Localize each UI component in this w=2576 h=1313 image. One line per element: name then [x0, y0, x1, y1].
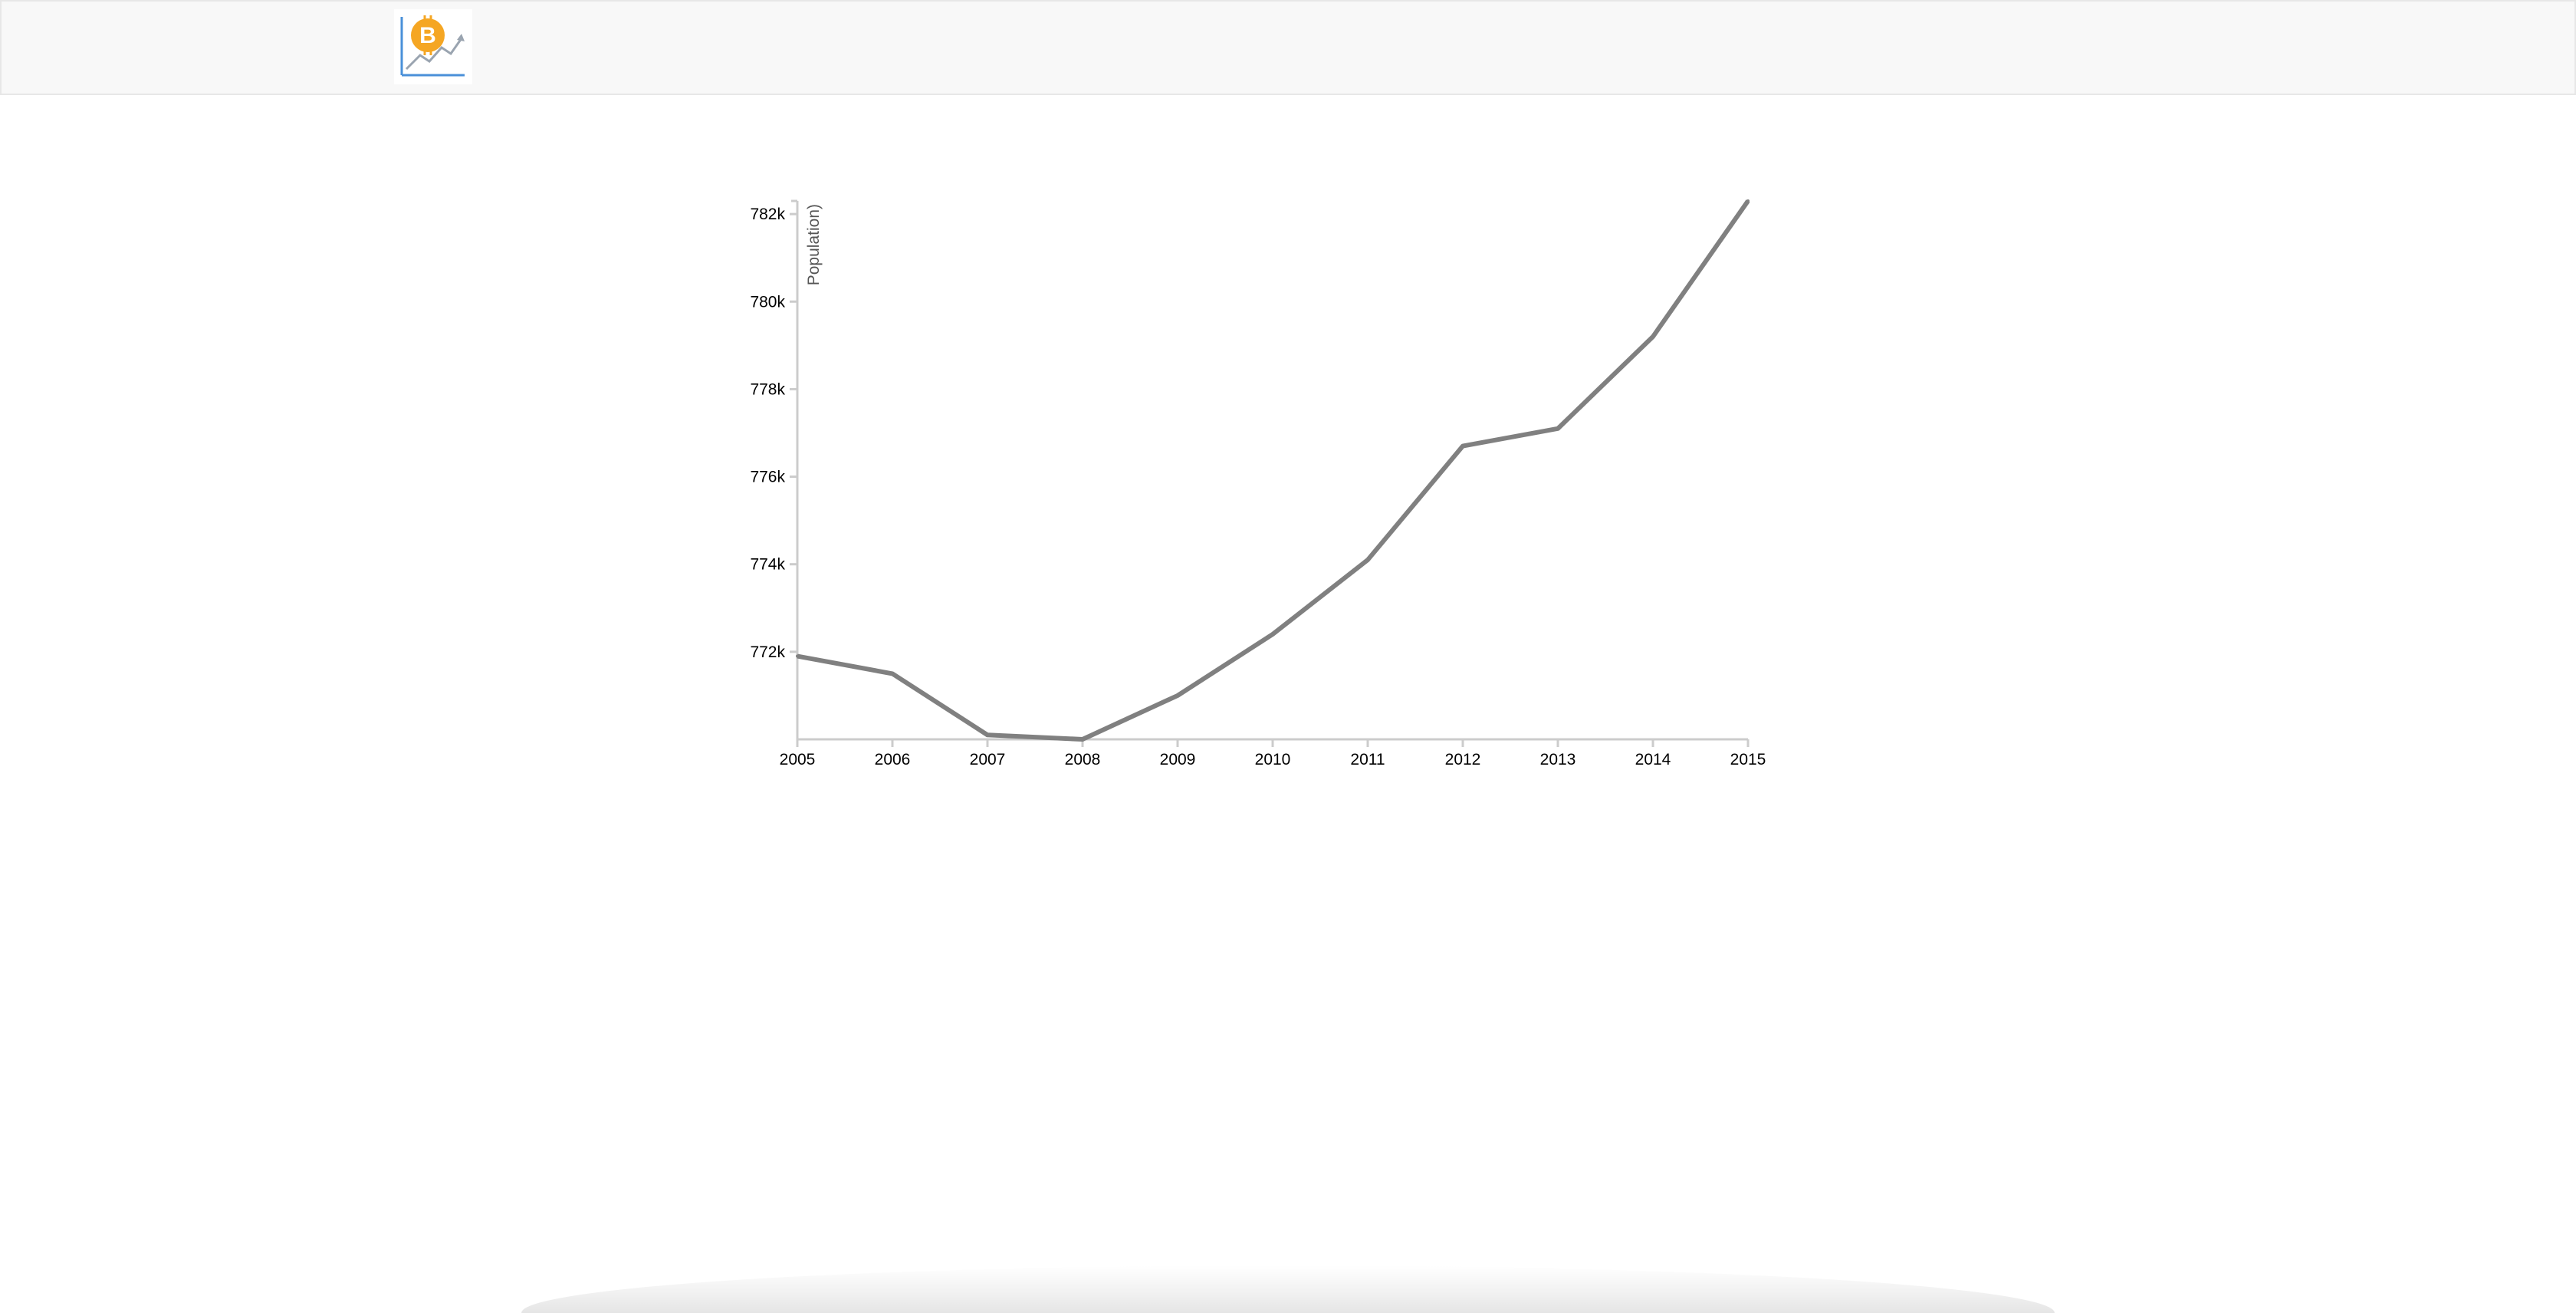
data-point — [1746, 199, 1750, 202]
data-point — [1081, 738, 1084, 741]
data-point — [986, 733, 989, 737]
x-tick-label: 2009 — [1160, 751, 1196, 768]
navbar: B — [0, 0, 2576, 95]
y-tick-label: 778k — [750, 380, 785, 398]
svg-text:B: B — [419, 23, 436, 48]
bitcoin-chart-icon: B — [400, 15, 465, 77]
data-point — [1651, 334, 1654, 338]
series-line — [797, 199, 1750, 742]
x-tick-label: 2015 — [1730, 751, 1766, 768]
x-tick-label: 2005 — [780, 751, 816, 768]
y-tick-label: 774k — [750, 556, 785, 574]
data-point — [1176, 693, 1179, 697]
y-axis: 772k 774k 776k 778k 780k 782k — [750, 199, 799, 739]
x-tick-label: 2013 — [1540, 751, 1576, 768]
data-point — [1461, 444, 1464, 448]
x-tick-label: 2012 — [1445, 751, 1481, 768]
x-tick-label: 2008 — [1065, 751, 1101, 768]
y-axis-title: Population) — [805, 204, 823, 285]
x-tick-label: 2014 — [1635, 751, 1671, 768]
y-tick-label: 776k — [750, 469, 785, 486]
series-group — [796, 199, 1750, 742]
y-tick-label: 780k — [750, 293, 785, 311]
x-tick-label: 2010 — [1255, 751, 1291, 768]
x-axis: 2005 2006 2007 2008 2009 2010 2011 2012 2013 2014… — [780, 738, 1766, 768]
x-tick-label: 2011 — [1350, 751, 1385, 768]
y-tick-label: 772k — [750, 643, 785, 661]
y-tick-label: 782k — [750, 206, 785, 223]
data-point — [1556, 426, 1559, 430]
data-point — [796, 654, 799, 658]
x-tick-label: 2006 — [875, 751, 911, 768]
x-tick-label: 2007 — [970, 751, 1006, 768]
data-point — [1366, 558, 1369, 561]
data-point — [891, 672, 894, 676]
brand-logo-link[interactable]: B — [394, 9, 472, 84]
data-point — [1271, 633, 1274, 637]
